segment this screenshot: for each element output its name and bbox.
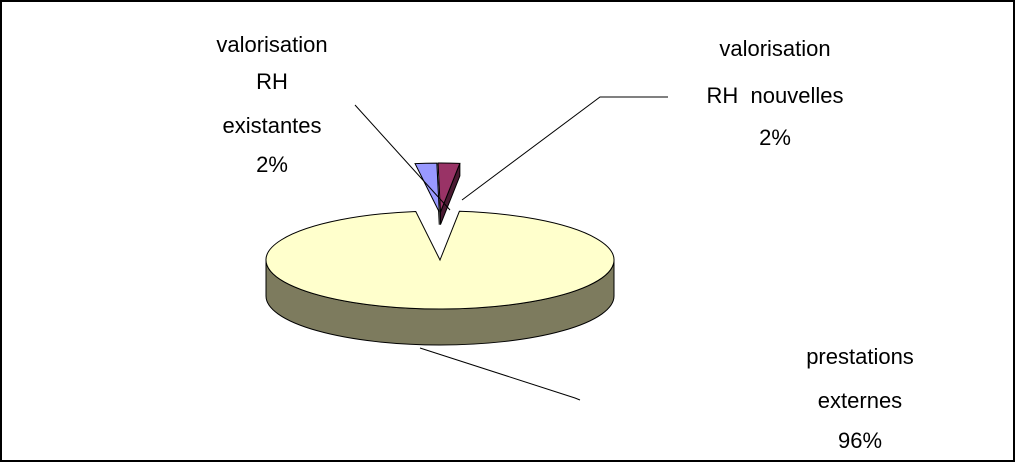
slice-label-externes-line1: prestations [806, 344, 914, 369]
slice-top-existantes [414, 162, 440, 213]
leader-line-externes [419, 347, 581, 401]
slice-label-existantes-line2: RH [256, 69, 288, 94]
slice-label-nouvelles-line1: valorisation [719, 36, 830, 61]
slice-value-nouvelles: 2% [759, 125, 791, 150]
slice-top-externes [265, 210, 615, 310]
slice-label-nouvelles-line2: RH nouvelles [707, 83, 844, 108]
leader-line-existantes [354, 104, 451, 211]
leader-line-nouvelles [461, 96, 668, 201]
slice-top-nouvelles [437, 162, 461, 213]
slice-value-existantes: 2% [256, 152, 288, 177]
slice-label-existantes-line1: valorisation [216, 32, 327, 57]
slice-label-externes-line2: externes [818, 388, 902, 413]
slice-value-externes: 96% [838, 428, 882, 453]
slice-label-existantes-line3: existantes [222, 113, 321, 138]
